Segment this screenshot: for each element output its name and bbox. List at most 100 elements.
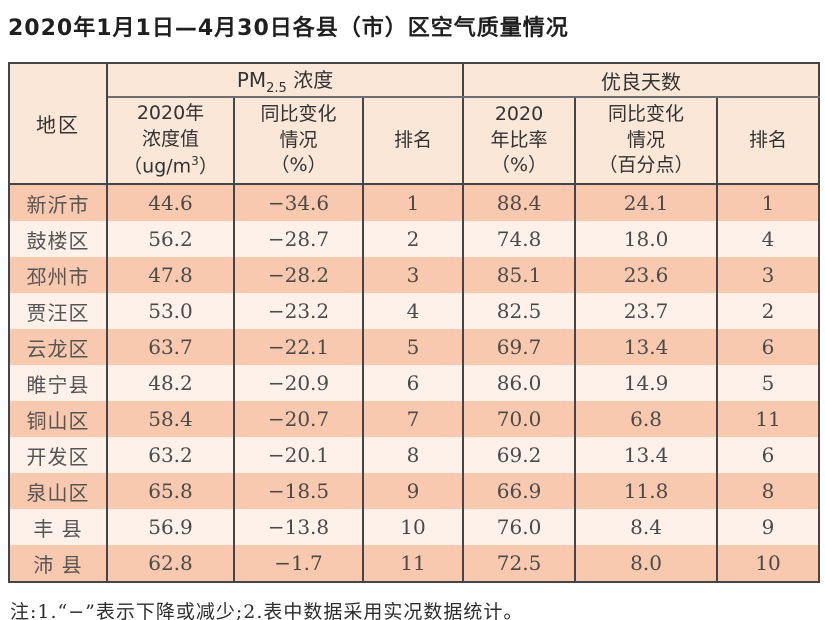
cell-pm-change: −22.1 <box>233 329 364 365</box>
good-rate-line3: （%） <box>491 154 548 177</box>
cell-region: 铜山区 <box>8 401 108 437</box>
table-row: 沛 县 62.8 −1.7 11 72.5 8.0 10 <box>8 545 821 582</box>
cell-good-rank: 6 <box>716 329 821 365</box>
cell-region: 邳州市 <box>8 257 108 293</box>
col-header-good-rate: 2020 年比率 （%） <box>462 97 577 185</box>
cell-good-rank: 9 <box>716 509 821 545</box>
cell-pm-value: 48.2 <box>106 365 235 401</box>
cell-good-rate: 70.0 <box>462 401 577 437</box>
table-row: 鼓楼区 56.2 −28.7 2 74.8 18.0 4 <box>8 221 821 257</box>
page-title: 2020年1月1日—4月30日各县（市）区空气质量情况 <box>8 16 569 41</box>
table-body: 新沂市 44.6 −34.6 1 88.4 24.1 1 鼓楼区 56.2 −28.7 2 74.8 1… <box>8 184 821 582</box>
cell-pm-rank: 8 <box>361 437 465 473</box>
cell-good-rank: 1 <box>716 184 821 221</box>
col-header-pm-rank: 排名 <box>361 97 465 185</box>
table-row: 泉山区 65.8 −18.5 9 66.9 11.8 8 <box>8 473 821 509</box>
cell-pm-change: −34.6 <box>233 184 364 221</box>
pm-change-line1: 同比变化 <box>260 103 337 126</box>
good-rate-line1: 2020 <box>494 103 544 126</box>
cell-region: 开发区 <box>8 437 108 473</box>
cell-pm-change: −20.7 <box>233 401 364 437</box>
col-group-good-days: 优良天数 <box>462 63 821 98</box>
cell-pm-value: 56.2 <box>106 221 235 257</box>
cell-good-rate: 66.9 <box>462 473 577 509</box>
table-row: 睢宁县 48.2 −20.9 6 86.0 14.9 5 <box>8 365 821 401</box>
col-header-region: 地区 <box>8 63 108 185</box>
cell-good-change: 8.4 <box>574 509 719 545</box>
pm-value-line2: 浓度值 <box>141 128 199 151</box>
cell-pm-rank: 1 <box>361 184 465 221</box>
cell-pm-value: 62.8 <box>106 545 235 582</box>
cell-pm-change: −1.7 <box>233 545 364 582</box>
cell-pm-change: −28.2 <box>233 257 364 293</box>
cell-good-rank: 11 <box>716 401 821 437</box>
cell-pm-rank: 4 <box>361 293 465 329</box>
cell-good-rank: 6 <box>716 437 821 473</box>
pm-label-suffix: 浓度 <box>286 68 334 92</box>
cell-pm-rank: 7 <box>361 401 465 437</box>
cell-good-rate: 69.7 <box>462 329 577 365</box>
cell-pm-value: 65.8 <box>106 473 235 509</box>
cell-pm-change: −18.5 <box>233 473 364 509</box>
cell-good-rank: 2 <box>716 293 821 329</box>
cell-good-change: 23.6 <box>574 257 719 293</box>
cell-good-change: 13.4 <box>574 329 719 365</box>
cell-good-change: 6.8 <box>574 401 719 437</box>
pm-label: PM <box>236 68 267 92</box>
cell-good-change: 8.0 <box>574 545 719 582</box>
good-change-line3: （百分点） <box>598 154 694 177</box>
cell-pm-change: −13.8 <box>233 509 364 545</box>
cell-pm-value: 47.8 <box>106 257 235 293</box>
cell-region: 云龙区 <box>8 329 108 365</box>
col-header-good-rank: 排名 <box>716 97 821 185</box>
cell-pm-rank: 3 <box>361 257 465 293</box>
table-row: 丰 县 56.9 −13.8 10 76.0 8.4 9 <box>8 509 821 545</box>
good-change-line1: 同比变化 <box>608 103 685 126</box>
cell-good-rate: 74.8 <box>462 221 577 257</box>
cell-pm-rank: 11 <box>361 545 465 582</box>
cell-pm-value: 56.9 <box>106 509 235 545</box>
cell-pm-rank: 6 <box>361 365 465 401</box>
cell-pm-value: 44.6 <box>106 184 235 221</box>
table-header: 地区 PM2.5 浓度 优良天数 2020年 浓度值 （ug/m3） 同比变化 … <box>8 63 821 185</box>
sub-header-row: 2020年 浓度值 （ug/m3） 同比变化 情况 （%） 排名 2020 年比… <box>9 97 821 185</box>
pm-value-line3: （ug/m3） <box>123 153 218 177</box>
cell-good-rank: 8 <box>716 473 821 509</box>
col-header-pm-value: 2020年 浓度值 （ug/m3） <box>106 97 235 185</box>
cell-good-rate: 86.0 <box>462 365 577 401</box>
table-row: 邳州市 47.8 −28.2 3 85.1 23.6 3 <box>8 257 821 293</box>
pm-change-line3: （%） <box>270 154 327 177</box>
cell-region: 贾汪区 <box>8 293 108 329</box>
col-header-pm-change: 同比变化 情况 （%） <box>233 97 364 185</box>
cell-pm-change: −28.7 <box>233 221 364 257</box>
cell-good-change: 18.0 <box>574 221 719 257</box>
cell-pm-change: −23.2 <box>233 293 364 329</box>
cell-pm-value: 63.2 <box>106 437 235 473</box>
cell-good-rate: 82.5 <box>462 293 577 329</box>
cell-pm-rank: 5 <box>361 329 465 365</box>
good-rate-line2: 年比率 <box>490 128 548 151</box>
air-quality-table: 地区 PM2.5 浓度 优良天数 2020年 浓度值 （ug/m3） 同比变化 … <box>8 62 821 583</box>
col-group-pm25: PM2.5 浓度 <box>105 63 465 98</box>
table-row: 贾汪区 53.0 −23.2 4 82.5 23.7 2 <box>8 293 821 329</box>
good-change-line2: 情况 <box>627 128 666 151</box>
cell-good-rank: 3 <box>716 257 821 293</box>
cell-good-rank: 4 <box>716 221 821 257</box>
cell-region: 新沂市 <box>8 184 108 221</box>
cell-pm-value: 63.7 <box>106 329 235 365</box>
cell-good-change: 14.9 <box>574 365 719 401</box>
cell-pm-change: −20.1 <box>233 437 364 473</box>
cell-good-rank: 5 <box>716 365 821 401</box>
table-row: 云龙区 63.7 −22.1 5 69.7 13.4 6 <box>8 329 821 365</box>
cell-good-rate: 69.2 <box>462 437 577 473</box>
cell-good-change: 24.1 <box>574 184 719 221</box>
cell-region: 泉山区 <box>8 473 108 509</box>
table-row: 开发区 63.2 −20.1 8 69.2 13.4 6 <box>8 437 821 473</box>
cell-pm-rank: 10 <box>361 509 465 545</box>
cubed-superscript: 3 <box>191 153 199 168</box>
cell-region: 沛 县 <box>8 545 108 582</box>
cell-region: 鼓楼区 <box>8 221 108 257</box>
cell-region: 睢宁县 <box>8 365 108 401</box>
col-header-good-change: 同比变化 情况 （百分点） <box>574 97 719 185</box>
